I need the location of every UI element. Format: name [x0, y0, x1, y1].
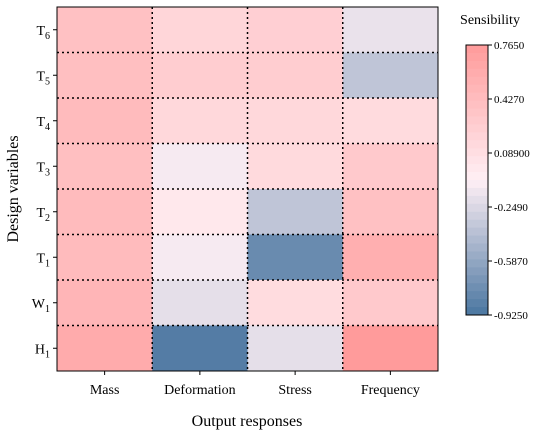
colorbar-segment	[466, 275, 488, 284]
y-tick-label: T4	[36, 115, 50, 133]
colorbar-segment	[466, 68, 488, 78]
colorbar-segment	[466, 251, 488, 260]
colorbar-tick-label: 0.4270	[494, 94, 525, 106]
heatmap-cell	[152, 98, 248, 144]
colorbar-segment	[466, 211, 488, 221]
colorbar-tick-label: -0.5870	[494, 256, 528, 268]
heatmap-cells	[57, 7, 439, 372]
heatmap-cell	[247, 189, 344, 235]
colorbar-frame	[465, 44, 489, 316]
heatmap-cell	[57, 325, 153, 372]
heatmap-cell	[342, 189, 439, 235]
colorbar-segment	[466, 52, 488, 62]
heatmap-cell	[247, 325, 344, 372]
y-tick-label: W1	[32, 297, 50, 315]
colorbar-segment	[466, 235, 488, 245]
colorbar-segment	[466, 195, 488, 205]
y-tick-label: T1	[36, 251, 50, 269]
heatmap-cell	[342, 52, 439, 99]
colorbar-segment	[466, 283, 488, 292]
colorbar-segment	[466, 60, 488, 70]
colorbar-segment	[466, 100, 488, 110]
colorbar-segment	[466, 180, 488, 189]
heatmap-cell	[57, 143, 153, 190]
colorbar-segment	[466, 219, 488, 229]
colorbar-tick-label: -0.2490	[494, 202, 528, 214]
heatmap-cell	[152, 325, 248, 372]
heatmap-cell	[342, 143, 439, 190]
x-axis-title: Output responses	[192, 413, 303, 430]
heatmap-cell	[57, 7, 153, 53]
x-tick-label: Mass	[90, 383, 120, 398]
x-tick-label: Deformation	[164, 383, 236, 398]
heatmap-cell	[342, 98, 439, 144]
colorbar-segment	[466, 92, 488, 102]
colorbar-segment	[466, 267, 488, 276]
colorbar-segment	[466, 84, 488, 94]
heatmap-cell	[247, 280, 344, 326]
colorbar-segment	[466, 164, 488, 173]
heatmap-cell	[57, 280, 153, 326]
heatmap-cell	[152, 52, 248, 99]
colorbar-segment	[466, 172, 488, 181]
colorbar-segment	[466, 140, 488, 149]
heatmap-cell	[57, 189, 153, 235]
heatmap-cell	[57, 234, 153, 281]
colorbar-segment	[466, 132, 488, 141]
grid-lines	[57, 7, 438, 371]
heatmap-cell	[152, 189, 248, 235]
heatmap-cell	[57, 98, 153, 144]
colorbar-segment	[466, 259, 488, 268]
colorbar-tick-label: 0.08900	[494, 148, 530, 160]
heatmap-cell	[247, 52, 344, 99]
colorbar-segment	[466, 76, 488, 86]
heatmap-cell	[247, 234, 344, 281]
heatmap-cell	[152, 280, 248, 326]
heatmap-cell	[342, 234, 439, 281]
y-axis-title: Design variables	[5, 135, 22, 242]
colorbar-segment	[466, 187, 488, 197]
heatmap-cell	[152, 7, 248, 53]
heatmap-cell	[152, 143, 248, 190]
y-tick-label: T3	[36, 160, 50, 178]
colorbar-segment	[466, 116, 488, 125]
y-tick-label: H1	[35, 342, 50, 360]
colorbar: Sensibility 0.7650 0.4270 0.08900 -0.2490 -0…	[460, 13, 530, 322]
heatmap-cell	[247, 98, 344, 144]
colorbar-segment	[466, 45, 488, 54]
heatmap-cell	[57, 52, 153, 99]
x-tick-label: Stress	[278, 383, 311, 398]
colorbar-segment	[466, 227, 488, 237]
colorbar-segment	[466, 203, 488, 213]
colorbar-segment	[466, 148, 488, 157]
heatmap-cell	[247, 143, 344, 190]
colorbar-title: Sensibility	[460, 13, 520, 28]
plot-frame	[56, 6, 439, 372]
y-axis: T6 T5 T4 T3 T2 T1 W1 H1	[32, 24, 57, 360]
colorbar-segment	[466, 156, 488, 165]
colorbar-segment	[466, 108, 488, 117]
heatmap-cell	[342, 7, 439, 53]
heatmap-cell	[152, 234, 248, 281]
heatmap-cell	[342, 280, 439, 326]
y-tick-label: T5	[36, 69, 50, 87]
colorbar-segment	[466, 307, 488, 316]
x-tick-label: Frequency	[361, 383, 420, 398]
y-tick-label: T6	[36, 24, 50, 42]
colorbar-segment	[466, 299, 488, 308]
colorbar-segment	[466, 243, 488, 252]
x-axis: Mass Deformation Stress Frequency	[90, 371, 420, 398]
colorbar-tick-label: 0.7650	[494, 40, 525, 52]
heatmap-cell	[247, 7, 344, 53]
colorbar-segment	[466, 124, 488, 133]
y-tick-label: T2	[36, 206, 50, 224]
colorbar-segment	[466, 291, 488, 300]
colorbar-tick-label: -0.9250	[494, 310, 528, 322]
heatmap-cell	[342, 325, 439, 372]
